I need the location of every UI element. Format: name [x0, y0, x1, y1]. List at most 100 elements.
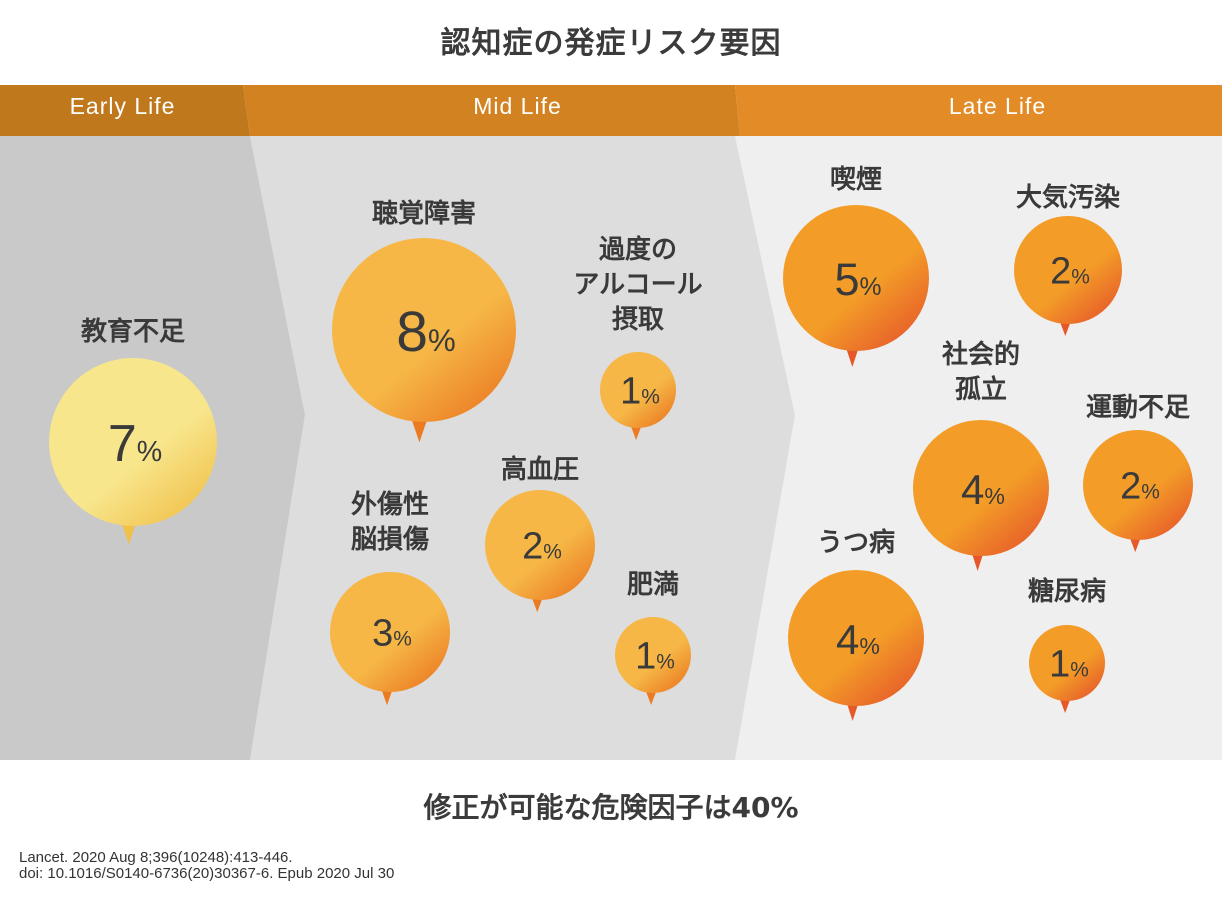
risk-bubble [783, 205, 929, 368]
label-line: うつ病 [816, 528, 896, 558]
label-line: 糖尿病 [1027, 577, 1107, 607]
risk-factor-label: 糖尿病 [1028, 575, 1106, 610]
percentage-unit: % [136, 436, 163, 468]
risk-factor-label: 大気汚染 [1016, 181, 1120, 216]
summary-text: 修正が可能な危険因子は40% [423, 791, 799, 824]
percentage-value: 1 [635, 635, 657, 678]
label-line: 聴覚障害 [371, 199, 477, 229]
risk-percentage: 8% [396, 299, 456, 365]
percentage-unit: % [859, 274, 882, 301]
risk-bubble [913, 420, 1049, 571]
risk-percentage: 1% [635, 636, 675, 679]
label-line: 肥満 [626, 570, 680, 600]
risk-percentage: 2% [1050, 251, 1090, 294]
risk-factor-label: 外傷性 脳損傷 [351, 488, 429, 558]
citation-line: doi: 10.1016/S0140-6736(20)30367-6. Epub… [19, 865, 395, 882]
bubble-circle [913, 420, 1049, 556]
percentage-unit: % [393, 627, 412, 651]
percentage-unit: % [984, 483, 1005, 509]
header-mid [243, 85, 740, 136]
risk-bubble [49, 358, 217, 545]
label-line: 大気汚染 [1015, 183, 1121, 213]
risk-bubble [1029, 625, 1105, 713]
citation: Lancet. 2020 Aug 8;396(10248):413-446. d… [19, 850, 394, 882]
label-line: 過度の [598, 235, 678, 265]
risk-factor-label: 運動不足 [1086, 391, 1190, 426]
percentage-unit: % [641, 385, 660, 409]
risk-percentage: 1% [1049, 644, 1089, 687]
bubble-circle [788, 570, 924, 706]
bubble-tail [971, 552, 984, 571]
risk-bubble [1014, 216, 1122, 336]
percentage-unit: % [859, 633, 880, 659]
risk-factor-label: 聴覚障害 [372, 197, 476, 232]
percentage-unit: % [427, 323, 456, 358]
bubble-tail [1129, 536, 1142, 553]
risk-bubble [485, 490, 595, 613]
risk-factor-label: 社会的 孤立 [942, 338, 1020, 408]
percentage-unit: % [656, 650, 675, 674]
bubble-circle [49, 358, 217, 526]
bubble-tail [630, 424, 643, 440]
risk-percentage: 4% [961, 466, 1005, 514]
bubble-tail [846, 702, 859, 721]
bubble-circle [600, 352, 676, 428]
bubble-tail [531, 596, 544, 613]
bubble-tail [1059, 320, 1072, 336]
bubble-circle [330, 572, 450, 692]
risk-factor-label: 過度の アルコール 摂取 [573, 233, 702, 338]
risk-bubble [332, 238, 516, 443]
label-line: 運動不足 [1085, 393, 1191, 423]
bubble-tail [121, 522, 137, 545]
risk-bubble [330, 572, 450, 706]
label-line: 社会的 [941, 340, 1021, 370]
bubble-tail [845, 347, 859, 368]
percentage-value: 5 [834, 254, 860, 305]
label-line: 脳損傷 [350, 525, 430, 555]
bubble-circle [1083, 430, 1193, 540]
label-line: 摂取 [611, 305, 665, 335]
percentage-value: 1 [1049, 643, 1071, 686]
risk-bubble [600, 352, 676, 440]
percentage-value: 4 [961, 466, 985, 513]
page-title: 認知症の発症リスク要因 [440, 26, 782, 61]
risk-factor-label: 教育不足 [81, 315, 185, 350]
risk-bubble [1083, 430, 1193, 553]
percentage-unit: % [543, 540, 562, 564]
risk-percentage: 1% [620, 371, 660, 414]
risk-bubble [788, 570, 924, 721]
percentage-unit: % [1070, 658, 1089, 682]
risk-percentage: 4% [836, 616, 880, 664]
stage-header-late: Late Life [948, 93, 1047, 119]
risk-percentage: 3% [372, 613, 412, 656]
risk-factor-label: 高血圧 [501, 453, 579, 488]
bubble-circle [485, 490, 595, 600]
percentage-value: 3 [372, 612, 394, 655]
bubble-circle [615, 617, 691, 693]
percentage-value: 1 [620, 370, 642, 413]
percentage-unit: % [1141, 480, 1160, 504]
label-line: 高血圧 [500, 455, 580, 485]
stage-header-mid: Mid Life [473, 93, 562, 119]
bubble-circle [332, 238, 516, 422]
label-line: 外傷性 [350, 490, 430, 520]
bubble-tail [381, 688, 393, 706]
stage-header-early: Early Life [69, 93, 176, 119]
bubble-tail [411, 418, 428, 443]
percentage-value: 4 [836, 616, 860, 663]
bubble-circle [1014, 216, 1122, 324]
risk-percentage: 7% [108, 414, 162, 474]
label-line: 孤立 [954, 375, 1008, 405]
percentage-value: 2 [522, 525, 544, 568]
percentage-value: 8 [396, 300, 428, 364]
risk-bubble [615, 617, 691, 705]
citation-line: Lancet. 2020 Aug 8;396(10248):413-446. [19, 849, 293, 866]
risk-percentage: 5% [834, 254, 881, 306]
label-line: 教育不足 [80, 317, 186, 347]
risk-percentage: 2% [522, 526, 562, 569]
risk-factor-label: 喫煙 [830, 163, 882, 198]
bubble-tail [1059, 697, 1072, 713]
percentage-value: 2 [1050, 250, 1072, 293]
header-early [0, 85, 250, 136]
